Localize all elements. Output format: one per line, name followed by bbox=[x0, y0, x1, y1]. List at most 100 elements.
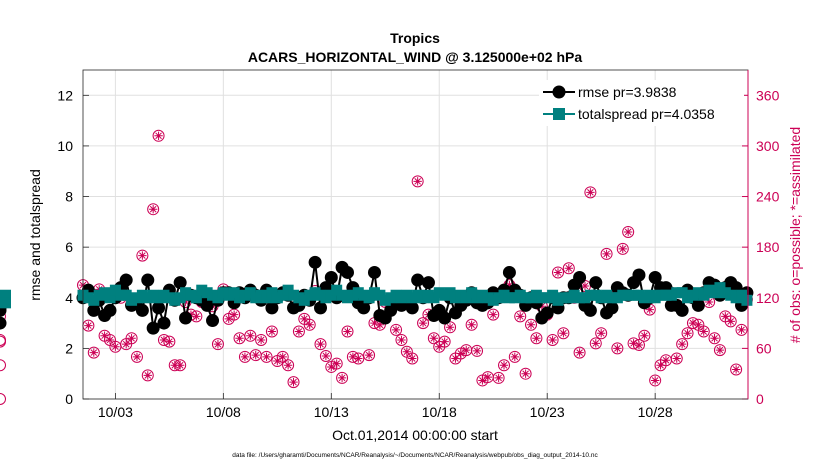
obs-possible-circle bbox=[444, 321, 457, 334]
obs-possible-circle bbox=[406, 352, 419, 365]
obs-possible-circle bbox=[465, 318, 478, 331]
obs-marker bbox=[417, 317, 430, 330]
legend-spread-marker bbox=[553, 108, 565, 120]
obs-assimilated-star bbox=[132, 352, 142, 362]
obs-marker bbox=[562, 262, 575, 275]
rmse-point bbox=[141, 273, 155, 287]
obs-assimilated-star bbox=[462, 345, 471, 355]
obs-possible-circle bbox=[546, 333, 559, 346]
obs-possible-circle bbox=[265, 325, 278, 338]
rmse-point bbox=[421, 276, 435, 290]
y2-tick-label: 300 bbox=[756, 138, 780, 154]
obs-assimilated-star bbox=[494, 373, 503, 383]
obs-marker bbox=[152, 129, 165, 142]
y2-axis-label: # of obs: o=possible; *=assimilated bbox=[787, 127, 803, 343]
obs-marker bbox=[0, 311, 6, 323]
obs-assimilated-star bbox=[726, 317, 735, 326]
obs-marker bbox=[303, 318, 316, 331]
obs-possible-circle bbox=[336, 371, 349, 384]
obs-assimilated-star bbox=[354, 354, 363, 363]
obs-marker bbox=[109, 340, 122, 353]
obs-marker bbox=[406, 352, 419, 365]
x-tick-label: 10/28 bbox=[638, 404, 673, 420]
obs-possible-circle bbox=[276, 350, 289, 363]
obs-assimilated-star bbox=[445, 323, 455, 332]
chart-title: Tropics bbox=[390, 30, 440, 46]
obs-marker bbox=[174, 359, 187, 372]
obs-marker bbox=[136, 249, 149, 262]
obs-assimilated-star bbox=[472, 346, 482, 356]
obs-possible-circle bbox=[174, 359, 187, 372]
obs-assimilated-star bbox=[505, 280, 514, 290]
obs-assimilated-star bbox=[229, 310, 239, 319]
obs-assimilated-star bbox=[499, 361, 509, 370]
obs-marker bbox=[616, 242, 629, 255]
obs-marker bbox=[87, 346, 100, 359]
obs-possible-circle bbox=[314, 338, 327, 351]
obs-marker bbox=[255, 333, 268, 346]
obs-possible-circle bbox=[390, 323, 403, 336]
obs-possible-circle bbox=[244, 329, 257, 342]
obs-marker bbox=[638, 329, 651, 342]
obs-possible-circle bbox=[141, 369, 154, 382]
obs-assimilated-star bbox=[516, 312, 525, 321]
obs-assimilated-star bbox=[100, 331, 109, 340]
obs-marker bbox=[692, 318, 705, 331]
obs-assimilated-star bbox=[580, 281, 590, 291]
rmse-point bbox=[648, 271, 662, 285]
y-tick-label: 0 bbox=[65, 391, 73, 407]
rmse-point bbox=[152, 301, 166, 315]
obs-assimilated-star bbox=[710, 334, 719, 343]
rmse-point bbox=[340, 265, 354, 279]
rmse-point bbox=[200, 298, 214, 312]
obs-possible-circle bbox=[730, 363, 743, 376]
obs-assimilated-star bbox=[364, 350, 374, 360]
obs-assimilated-star bbox=[602, 249, 611, 259]
obs-assimilated-star bbox=[645, 305, 654, 314]
obs-assimilated-star bbox=[478, 376, 487, 385]
obs-possible-circle bbox=[573, 346, 586, 359]
obs-assimilated-star bbox=[327, 362, 336, 372]
obs-marker bbox=[141, 369, 154, 382]
obs-marker bbox=[632, 339, 645, 352]
y2-tick-label: 120 bbox=[756, 290, 780, 306]
obs-marker bbox=[681, 327, 694, 340]
obs-marker bbox=[481, 371, 494, 384]
obs-assimilated-star bbox=[235, 334, 244, 343]
obs-marker bbox=[190, 310, 203, 323]
obs-possible-circle bbox=[87, 346, 100, 359]
obs-assimilated-star bbox=[148, 204, 158, 214]
obs-marker bbox=[573, 346, 586, 359]
y-tick-label: 4 bbox=[65, 290, 73, 306]
obs-assimilated-star bbox=[273, 356, 282, 366]
obs-marker bbox=[595, 327, 608, 340]
obs-marker bbox=[249, 349, 262, 362]
obs-possible-circle bbox=[584, 186, 597, 199]
obs-assimilated-star bbox=[591, 339, 600, 348]
obs-assimilated-star bbox=[575, 348, 584, 357]
rmse-point bbox=[605, 301, 619, 315]
obs-marker bbox=[557, 327, 570, 340]
obs-possible-circle bbox=[341, 325, 354, 338]
obs-assimilated-star bbox=[138, 251, 147, 260]
obs-assimilated-star bbox=[332, 359, 341, 368]
rmse-point bbox=[119, 273, 133, 287]
obs-assimilated-star bbox=[451, 354, 460, 363]
obs-assimilated-star bbox=[489, 310, 498, 319]
rmse-point bbox=[540, 306, 554, 320]
obs-possible-circle bbox=[130, 350, 143, 363]
obs-assimilated-star bbox=[613, 344, 622, 353]
obs-marker bbox=[465, 318, 478, 331]
obs-assimilated-star bbox=[267, 327, 277, 336]
chart-subtitle: ACARS_HORIZONTAL_WIND @ 3.125000e+02 hPa bbox=[248, 49, 583, 65]
obs-assimilated-star bbox=[699, 327, 708, 336]
obs-possible-circle bbox=[125, 332, 138, 345]
obs-assimilated-star bbox=[564, 264, 573, 273]
y-tick-label: 6 bbox=[65, 239, 73, 255]
obs-assimilated-star bbox=[623, 227, 633, 237]
obs-marker bbox=[670, 352, 683, 365]
rmse-point bbox=[179, 311, 193, 325]
obs-marker bbox=[363, 349, 376, 362]
obs-possible-circle bbox=[611, 342, 624, 355]
